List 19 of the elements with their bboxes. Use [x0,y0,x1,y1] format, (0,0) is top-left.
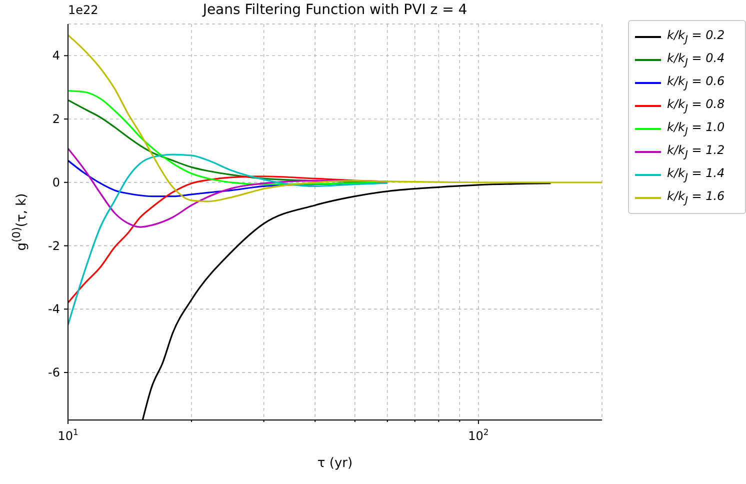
legend-label: k/k$_{J}$ = 1.4 [667,166,725,184]
legend-label: k/k$_{J}$ = 0.2 [667,28,725,46]
y-tick-label: 0 [52,175,60,190]
y-tick-label: -6 [48,365,60,380]
x-tick-label: 10$^{2}$ [468,427,489,443]
legend-label: k/k$_{J}$ = 0.8 [667,96,725,114]
y-tick-label: -2 [48,238,60,253]
chart-title: Jeans Filtering Function with PVI z = 4 [202,2,468,18]
x-axis-title: τ (yr) [317,456,353,471]
legend-label: k/k$_{J}$ = 1.0 [667,120,725,138]
x-tick-label: 10$^{1}$ [58,427,78,443]
legend-label: k/k$_{J}$ = 1.6 [667,188,725,206]
text: 1e22 [68,3,98,17]
y-tick-label: 2 [52,112,60,126]
y-tick-label: -4 [48,302,60,316]
legend-label: k/k$_{J}$ = 1.2 [667,142,725,160]
legend-label: k/k$_{J}$ = 0.4 [667,50,725,68]
legend-label: k/k$_{J}$ = 0.6 [667,74,725,92]
y-tick-label: 4 [52,48,60,63]
